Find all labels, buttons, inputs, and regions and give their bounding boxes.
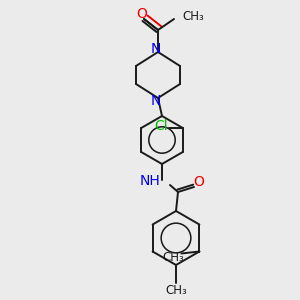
- Text: N: N: [151, 94, 161, 108]
- Text: CH₃: CH₃: [182, 10, 204, 22]
- Text: CH₃: CH₃: [165, 284, 187, 296]
- Text: CH₃: CH₃: [163, 251, 184, 264]
- Text: N: N: [151, 42, 161, 56]
- Text: O: O: [136, 7, 147, 21]
- Text: O: O: [194, 175, 204, 189]
- Text: NH: NH: [140, 174, 160, 188]
- Text: Cl: Cl: [154, 119, 168, 133]
